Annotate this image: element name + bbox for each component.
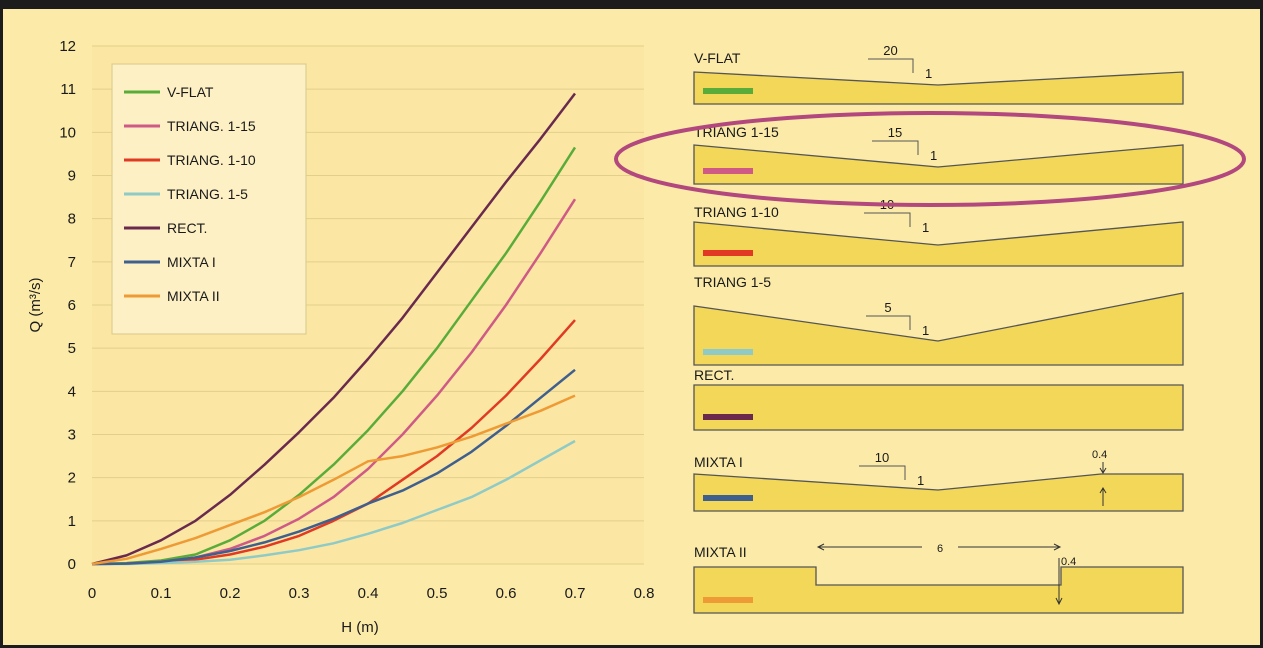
y-tick-label: 11 bbox=[60, 81, 76, 98]
y-tick-label: 0 bbox=[68, 556, 76, 573]
cross-section-mixta-ii: MIXTA II 6 0.4 bbox=[693, 543, 1184, 614]
arrowhead-icon bbox=[1099, 487, 1107, 494]
arrowhead-icon bbox=[816, 543, 825, 551]
depth-label: 0.4 bbox=[1092, 449, 1107, 461]
cross-section-triang-1-15: TRIANG 1-15 15 1 bbox=[693, 124, 1184, 185]
slope-indicator bbox=[859, 465, 906, 480]
series-swatch bbox=[703, 168, 753, 174]
highlight-ellipse bbox=[614, 111, 1246, 207]
series-swatch bbox=[703, 88, 753, 94]
y-tick-label: 6 bbox=[68, 297, 76, 314]
section-shape bbox=[693, 384, 1184, 431]
x-tick-label: 0.7 bbox=[565, 585, 586, 602]
series-line-mixta-i bbox=[91, 368, 576, 566]
slope-indicator bbox=[872, 140, 919, 155]
arrowhead-icon bbox=[1053, 543, 1062, 551]
y-tick-label: 12 bbox=[59, 38, 76, 55]
section-label: MIXTA I bbox=[694, 454, 743, 470]
y-tick-label: 9 bbox=[68, 168, 76, 185]
x-axis-title: H (m) bbox=[341, 619, 379, 636]
y-axis-title: Q (m³/s) bbox=[27, 278, 44, 333]
section-label: RECT. bbox=[694, 367, 734, 383]
y-tick-label: 1 bbox=[68, 513, 76, 530]
x-tick-label: 0 bbox=[88, 585, 96, 602]
cross-section-v-flat: V-FLAT 20 1 bbox=[693, 43, 1184, 105]
section-shape bbox=[693, 144, 1184, 185]
x-tick-label: 0.5 bbox=[427, 585, 448, 602]
y-tick-label: 4 bbox=[68, 383, 76, 400]
section-label: TRIANG 1-15 bbox=[694, 124, 779, 140]
slope-run-label: 15 bbox=[888, 125, 902, 140]
arrowhead-icon bbox=[1099, 467, 1107, 474]
x-tick-label: 0.2 bbox=[220, 585, 241, 602]
series-line-mixta-ii bbox=[91, 394, 576, 566]
series-swatch bbox=[703, 597, 753, 603]
slope-rise-label: 1 bbox=[922, 323, 929, 338]
slope-rise-label: 1 bbox=[917, 473, 924, 488]
arrowhead-icon bbox=[1055, 597, 1063, 606]
slope-indicator bbox=[868, 58, 914, 73]
section-label: V-FLAT bbox=[694, 50, 741, 66]
legend-label: MIXTA II bbox=[167, 288, 220, 304]
series-swatch bbox=[703, 349, 753, 355]
section-label: TRIANG 1-10 bbox=[694, 204, 779, 220]
x-tick-label: 0.4 bbox=[358, 585, 379, 602]
series-swatch bbox=[703, 250, 753, 256]
y-tick-label: 5 bbox=[68, 340, 76, 357]
legend-label: TRIANG. 1-5 bbox=[167, 186, 248, 202]
section-shape bbox=[693, 221, 1184, 267]
slope-rise-label: 1 bbox=[930, 148, 937, 163]
slope-rise-label: 1 bbox=[925, 66, 932, 81]
series-swatch bbox=[703, 495, 753, 501]
slope-rise-label: 1 bbox=[922, 220, 929, 235]
x-tick-label: 0.1 bbox=[151, 585, 172, 602]
x-tick-label: 0.8 bbox=[634, 585, 655, 602]
slope-run-label: 20 bbox=[883, 43, 897, 58]
cross-section-triang-1-10: TRIANG 1-10 101 bbox=[693, 197, 1184, 267]
legend: V-FLAT TRIANG. 1-15 TRIANG. 1-10 TRIANG. 1-… bbox=[111, 63, 307, 335]
slope-indicator bbox=[864, 212, 911, 227]
x-tick-label: 0.3 bbox=[289, 585, 310, 602]
legend-label: TRIANG. 1-10 bbox=[167, 152, 256, 168]
section-shape bbox=[693, 292, 1184, 366]
series-line-triang-1-5 bbox=[92, 439, 576, 566]
slope-indicator bbox=[866, 315, 911, 330]
section-label: TRIANG 1-5 bbox=[694, 274, 771, 290]
x-tick-label: 0.6 bbox=[496, 585, 517, 602]
series-swatch bbox=[703, 414, 753, 420]
y-tick-label: 8 bbox=[68, 211, 76, 228]
section-shape bbox=[693, 566, 1184, 614]
cross-section-mixta-i: MIXTA I 10 1 0.4 bbox=[693, 449, 1184, 512]
section-shape bbox=[693, 71, 1184, 105]
y-tick-label: 2 bbox=[68, 470, 76, 487]
slope-run-label: 10 bbox=[875, 450, 889, 465]
legend-label: MIXTA I bbox=[167, 254, 216, 270]
y-tick-label: 7 bbox=[68, 254, 76, 271]
slope-run-label: 5 bbox=[884, 300, 891, 315]
y-tick-label: 3 bbox=[68, 427, 76, 444]
cross-section-rect: RECT. bbox=[693, 367, 1184, 431]
legend-label: RECT. bbox=[167, 220, 207, 236]
depth-label: 0.4 bbox=[1061, 556, 1076, 568]
series-line-rect bbox=[91, 92, 576, 566]
y-tick-label: 10 bbox=[59, 124, 76, 141]
cross-section-triang-1-5: TRIANG 1-5 5 1 bbox=[693, 274, 1184, 366]
width-label: 6 bbox=[937, 543, 943, 555]
section-shape bbox=[693, 473, 1184, 512]
section-label: MIXTA II bbox=[694, 544, 747, 560]
legend-label: V-FLAT bbox=[167, 84, 214, 100]
legend-label: TRIANG. 1-15 bbox=[167, 118, 256, 134]
series-line-v-flat bbox=[91, 146, 577, 566]
